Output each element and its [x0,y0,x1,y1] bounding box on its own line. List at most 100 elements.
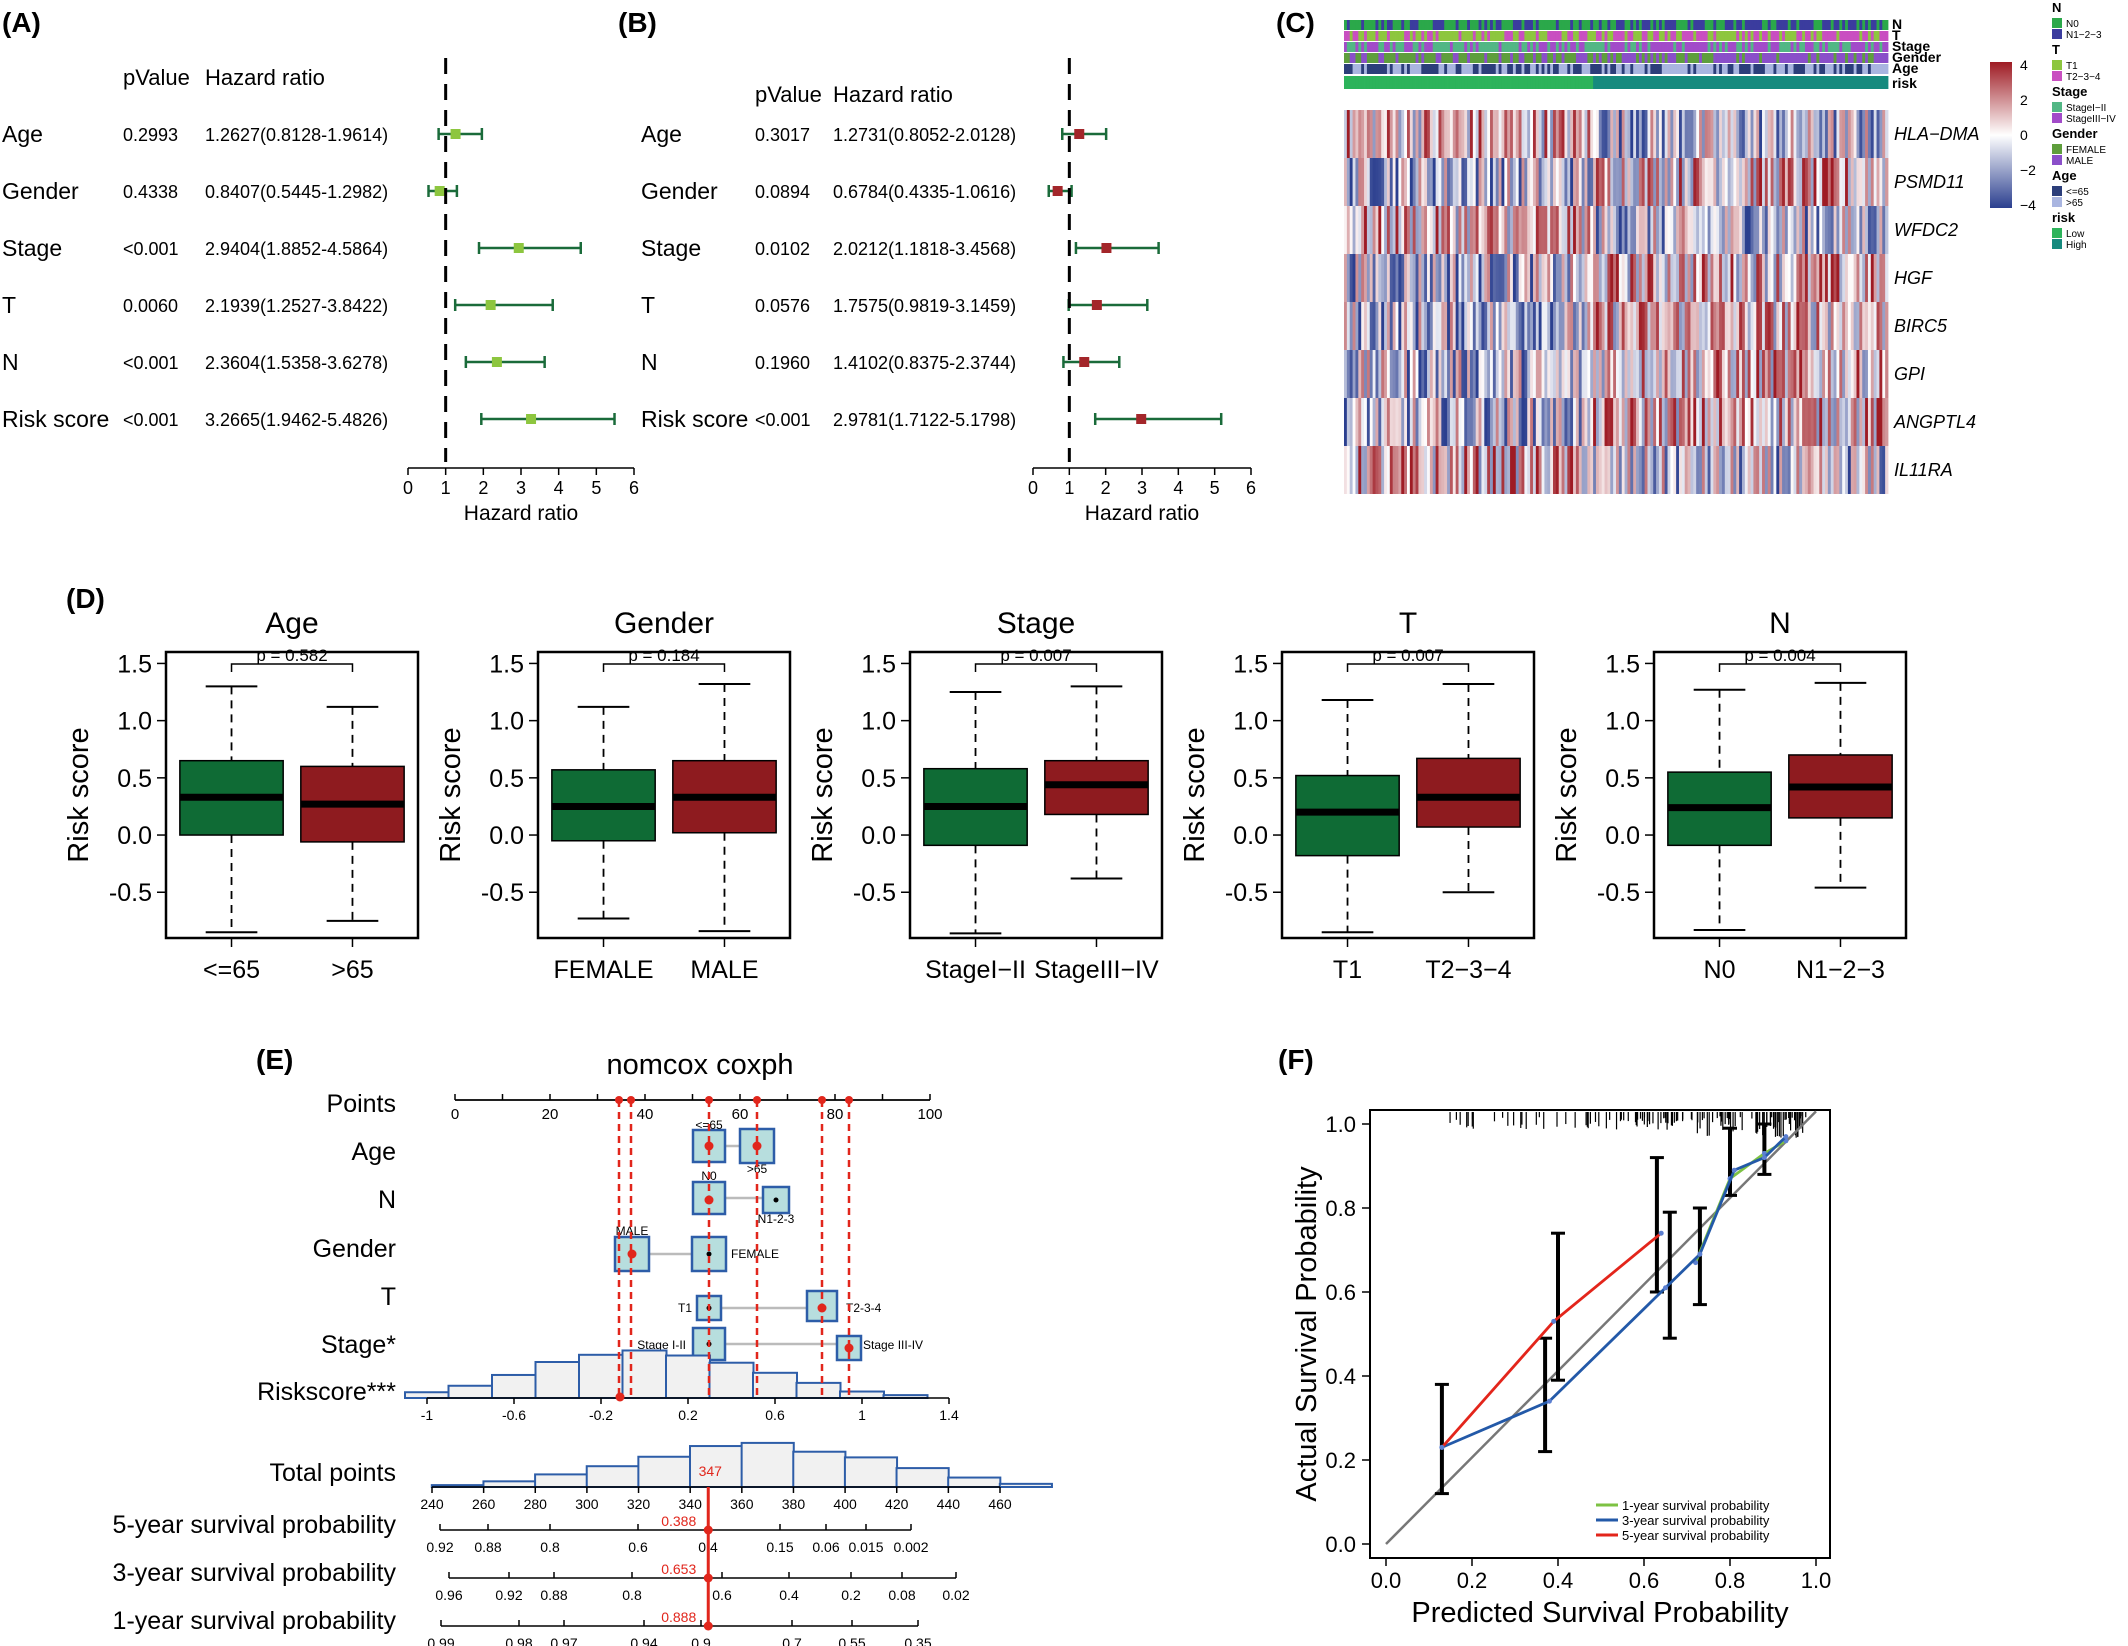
heatmap-cell [1404,446,1408,494]
heatmap-cell [1690,254,1694,302]
heatmap-cell [1352,302,1356,350]
heatmap-cell [1478,302,1482,350]
heatmap-cell [1541,110,1545,158]
annotation-cell [1699,53,1703,63]
annotation-cell [1550,64,1554,74]
annotation-cell [1885,42,1889,52]
heatmap-cell [1739,398,1743,446]
heatmap-cell [1719,158,1723,206]
annotation-cell [1469,42,1474,52]
annotation-cell [1876,20,1880,30]
heatmap-cell [1584,254,1588,302]
annotation-cell [1369,53,1374,63]
heatmap-cell [1384,254,1388,302]
heatmap-cell [1344,158,1348,206]
heatmap-cell [1558,158,1562,206]
heatmap-cell [1653,350,1657,398]
annotation-cell [1630,31,1634,41]
annotation-cell [1633,53,1637,63]
heatmap-cell [1512,446,1517,494]
heatmap-cell [1449,446,1454,494]
heatmap-cell [1839,254,1843,302]
heatmap-cell [1432,350,1437,398]
risk-hist-bar [621,1349,668,1399]
heatmap-cell [1564,302,1568,350]
heatmap-cell [1756,302,1760,350]
heatmap-cell [1630,350,1634,398]
heatmap-cell [1578,158,1583,206]
heatmap-cell [1518,206,1522,254]
annotation-cell [1782,53,1786,63]
heatmap-cell [1452,158,1457,206]
annotation-cell [1593,53,1597,63]
annotation-cell [1601,42,1605,52]
annotation-cell [1613,31,1617,41]
heatmap-cell [1575,446,1580,494]
heatmap-cell [1561,254,1565,302]
heatmap-cell [1885,206,1889,254]
annotation-cell [1444,42,1448,52]
heatmap-cell [1664,302,1668,350]
heatmap-cell [1547,446,1551,494]
annotation-cell [1633,20,1637,30]
annotation-cell [1372,20,1376,30]
heatmap-cell [1830,302,1834,350]
heatmap-cell [1810,158,1814,206]
annotation-cell [1776,64,1780,74]
annotation-cell [1810,42,1814,52]
heatmap-cell [1664,398,1668,446]
annotation-cell [1458,42,1462,52]
annotation-cell [1521,20,1525,30]
heatmap-cell [1764,158,1769,206]
heatmap-cell [1678,350,1683,398]
annotation-cell [1386,53,1391,63]
annotation-cell [1392,42,1396,52]
annotation-cell [1839,53,1843,63]
annotation-cell [1856,53,1860,63]
heatmap-cell [1727,110,1731,158]
heatmap-cell [1570,206,1574,254]
nomogram-e: nomcox coxphPoints020406080100Age<=65>65… [113,1049,1053,1646]
heatmap-cell [1432,254,1437,302]
heatmap-cell [1555,302,1560,350]
annotation-cell [1636,42,1640,52]
heatmap-cell [1547,350,1551,398]
heatmap-cell [1547,254,1551,302]
annotation-cell [1567,42,1571,52]
heatmap-cell [1650,446,1654,494]
forest-point [1052,186,1063,196]
heatmap-cell [1455,254,1459,302]
heatmap-cell [1610,110,1614,158]
heatmap-cell [1842,446,1846,494]
legend-swatch [2052,186,2062,196]
annotation-cell [1415,53,1419,63]
annotation-cell [1369,76,1374,89]
annotation-cell [1621,53,1625,63]
heatmap-cell [1730,398,1734,446]
annotation-cell [1787,31,1792,41]
heatmap-cell [1633,254,1637,302]
heatmap-cell [1344,254,1348,302]
annotation-cell [1449,20,1454,30]
annotation-cell [1762,20,1766,30]
annotation-cell [1618,31,1623,41]
heatmap-cell [1429,446,1434,494]
legend-label: Low [2066,229,2085,240]
heatmap-cell [1676,254,1680,302]
heatmap-cell [1810,446,1814,494]
annotation-cell [1827,53,1832,63]
heatmap-cell [1767,110,1772,158]
heatmap-cell [1587,254,1591,302]
annotation-cell [1504,20,1508,30]
heatmap-cell [1447,158,1451,206]
annotation-cell [1638,42,1643,52]
heatmap-cell [1618,254,1623,302]
annotation-cell [1747,20,1751,30]
heatmap-cell [1776,158,1780,206]
heatmap-cell [1349,446,1353,494]
heatmap-cell [1389,446,1394,494]
heatmap-cell [1796,158,1800,206]
annotation-cell [1361,20,1365,30]
annotation-cell [1438,31,1442,41]
survival-tick-label: 0.92 [495,1587,522,1603]
